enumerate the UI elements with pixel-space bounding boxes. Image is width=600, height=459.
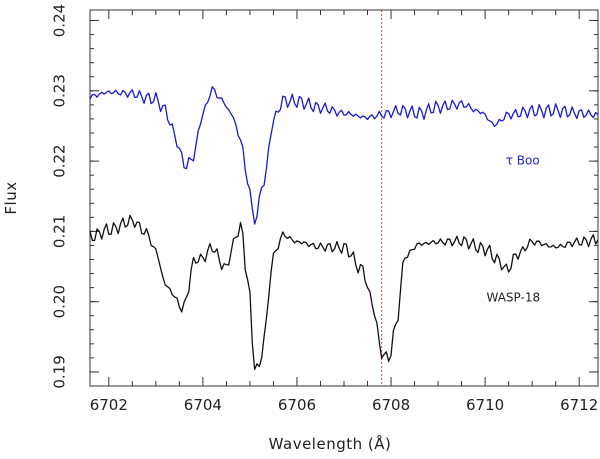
y-axis: 0.19 0.20 0.21 0.22 0.23 0.24: [51, 4, 598, 389]
x-tick-label: 6712: [560, 396, 598, 414]
y-tick-label: 0.23: [51, 74, 69, 107]
y-tick-label: 0.19: [51, 355, 69, 388]
x-tick-label: 6706: [278, 396, 316, 414]
y-axis-label: Flux: [2, 181, 20, 214]
x-tick-label: 6708: [372, 396, 410, 414]
annotation-label-1: WASP-18: [487, 291, 541, 305]
x-axis-label: Wavelength (Å): [269, 434, 392, 453]
x-tick-label: 6710: [466, 396, 504, 414]
x-axis: 6702 6704 6706 6708 6710 6712: [90, 10, 598, 414]
series-line-0: [89, 86, 599, 225]
y-tick-label: 0.20: [51, 285, 69, 318]
y-tick-label: 0.21: [51, 215, 69, 248]
annotation-label-0: τ Boo: [506, 154, 540, 168]
y-tick-label: 0.22: [51, 144, 69, 177]
series-line-1: [89, 214, 599, 371]
annotation-group: τ Boo WASP-18: [487, 154, 541, 305]
plot-frame: [89, 9, 599, 387]
series-group: [89, 86, 599, 371]
y-tick-label: 0.24: [51, 4, 69, 37]
x-tick-label: 6702: [90, 396, 128, 414]
x-tick-label: 6704: [184, 396, 222, 414]
